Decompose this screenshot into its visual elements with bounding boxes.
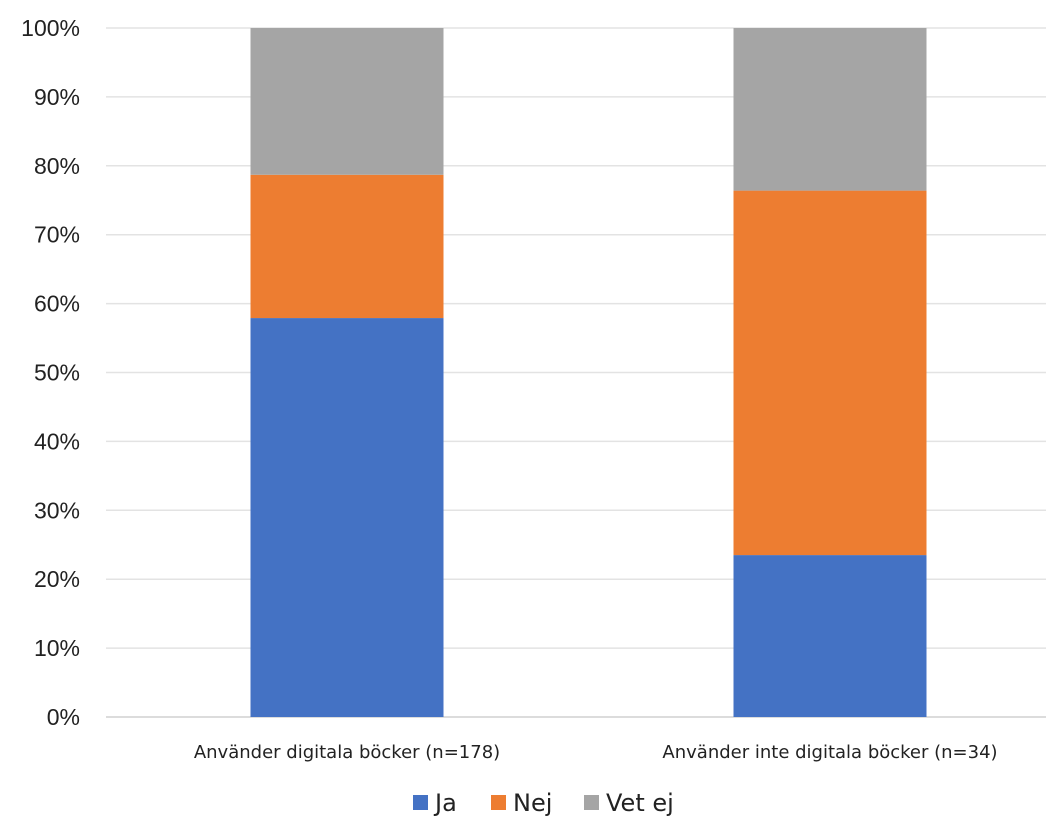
x-tick-label: Använder digitala böcker (n=178) <box>194 742 500 763</box>
bar-segment-vet-ej <box>250 28 444 175</box>
y-tick-label: 90% <box>34 84 80 110</box>
y-tick-label: 60% <box>34 291 80 317</box>
y-tick-label: 100% <box>21 15 80 41</box>
legend: Ja Nej Vet ej <box>413 789 674 817</box>
legend-label: Vet ej <box>606 789 674 817</box>
y-tick-label: 50% <box>34 360 80 386</box>
bar-segment-ja <box>733 555 927 717</box>
y-tick-label: 30% <box>34 497 80 523</box>
legend-label: Ja <box>433 789 457 817</box>
legend-label: Nej <box>513 789 552 817</box>
bar-segment-vet-ej <box>733 28 927 191</box>
x-axis-ticks: Använder digitala böcker (n=178) Använder… <box>194 742 998 763</box>
legend-swatch-ja <box>413 795 428 810</box>
y-tick-label: 10% <box>34 635 80 661</box>
bar-segment-nej <box>250 174 444 319</box>
bar-segment-nej <box>733 190 927 556</box>
y-tick-label: 70% <box>34 222 80 248</box>
y-axis-ticks: 0% 10% 20% 30% 40% 50% 60% 70% 80% 90% 100% <box>21 15 80 730</box>
legend-swatch-vet-ej <box>584 795 599 810</box>
legend-swatch-nej <box>491 795 506 810</box>
y-tick-label: 0% <box>47 704 80 730</box>
y-tick-label: 80% <box>34 153 80 179</box>
y-tick-label: 20% <box>34 566 80 592</box>
bars <box>250 28 927 717</box>
y-tick-label: 40% <box>34 428 80 454</box>
bar-segment-ja <box>250 318 444 717</box>
x-tick-label: Använder inte digitala böcker (n=34) <box>662 742 997 763</box>
